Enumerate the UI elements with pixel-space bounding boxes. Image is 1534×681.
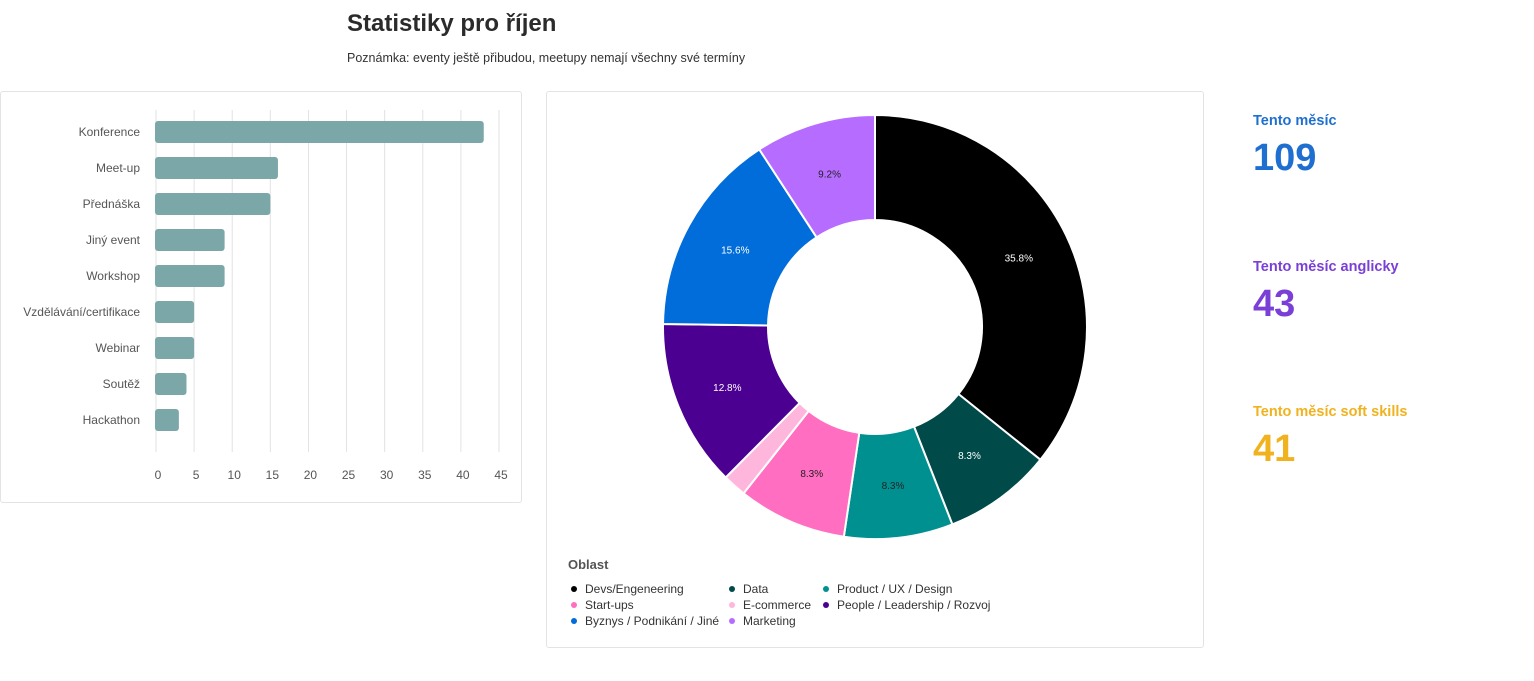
bar — [155, 337, 195, 359]
donut-chart-card: 35.8% 8.3% 8.3% 8.3% 12.8% 15.6% 9.2% Oblast D… — [546, 91, 1204, 648]
donut-slice — [874, 113, 1088, 462]
x-tick-label: 0 — [155, 468, 162, 482]
x-tick-label: 20 — [304, 468, 318, 482]
kpi-soft-skills: Tento měsíc soft skills 41 — [1253, 404, 1407, 471]
bar-chart-card: 0 5 10 15 20 25 30 35 40 45 Konference Meet-up Předn… — [0, 91, 522, 503]
bar — [155, 229, 225, 251]
donut-slice — [662, 322, 802, 479]
legend-item[interactable]: Byznys / Podnikání / Jiné — [571, 614, 719, 628]
legend-label: Byznys / Podnikání / Jiné — [585, 614, 720, 628]
x-tick-label: 30 — [380, 468, 394, 482]
legend-dot-icon — [729, 617, 735, 624]
legend-label: Product / UX / Design — [837, 582, 953, 596]
legend-label: Data — [743, 582, 769, 596]
legend-label: Marketing — [743, 614, 796, 628]
category-label: Webinar — [96, 341, 140, 355]
slice-percent-label: 8.3% — [882, 481, 905, 492]
legend-dot-icon — [571, 617, 577, 624]
slice-percent-label: 35.8% — [1005, 254, 1033, 265]
legend-label: E-commerce — [743, 598, 812, 612]
slice-percent-label: 8.3% — [800, 469, 823, 480]
category-label: Jiný event — [86, 233, 141, 247]
x-tick-label: 45 — [494, 468, 508, 482]
legend-item[interactable]: E-commerce — [729, 598, 811, 612]
x-tick-label: 10 — [228, 468, 242, 482]
bar — [155, 409, 179, 431]
page-title: Statistiky pro říjen — [347, 10, 557, 37]
x-tick-label: 40 — [456, 468, 470, 482]
slice-percent-label: 9.2% — [818, 170, 841, 181]
category-label: Workshop — [86, 269, 140, 283]
bar — [155, 301, 195, 323]
category-label: Vzdělávání/certifikace — [23, 305, 140, 319]
legend-dot-icon — [823, 601, 829, 608]
legend-title: Oblast — [568, 557, 609, 572]
kpi-english: Tento měsíc anglicky 43 — [1253, 259, 1399, 326]
kpi-soft-skills-label: Tento měsíc soft skills — [1253, 404, 1408, 420]
bar — [155, 373, 187, 395]
legend-item[interactable]: Devs/Engeneering — [571, 582, 684, 596]
bar — [155, 193, 271, 215]
event-type-bar-chart: 0 5 10 15 20 25 30 35 40 45 Konference Meet-up Předn… — [23, 110, 508, 482]
legend-dot-icon — [729, 601, 735, 608]
kpi-this-month-label: Tento měsíc — [1253, 113, 1337, 129]
category-label: Konference — [79, 125, 141, 139]
x-tick-label: 35 — [418, 468, 432, 482]
donut-slice — [757, 113, 876, 239]
category-label: Soutěž — [103, 377, 140, 391]
category-label: Meet-up — [96, 161, 140, 175]
legend-item[interactable]: Data — [729, 582, 768, 596]
legend-dot-icon — [729, 585, 735, 592]
legend-item[interactable]: Start-ups — [571, 598, 634, 612]
legend-label: People / Leadership / Rozvoj — [837, 598, 991, 612]
legend-item[interactable]: Marketing — [729, 614, 796, 628]
bar — [155, 157, 278, 179]
bar — [155, 265, 225, 287]
category-label: Hackathon — [83, 413, 140, 427]
legend-dot-icon — [571, 601, 577, 608]
bar — [155, 121, 484, 143]
kpi-english-value: 43 — [1253, 283, 1296, 325]
category-label: Přednáška — [83, 197, 141, 211]
legend-item[interactable]: Product / UX / Design — [823, 582, 952, 596]
slice-percent-label: 15.6% — [721, 246, 749, 257]
legend-label: Devs/Engeneering — [585, 582, 684, 596]
donut-slice — [662, 147, 818, 327]
x-tick-label: 15 — [266, 468, 280, 482]
kpi-english-label: Tento měsíc anglicky — [1253, 259, 1399, 275]
area-donut-chart: 35.8% 8.3% 8.3% 8.3% 12.8% 15.6% 9.2% — [662, 113, 1088, 540]
slice-percent-label: 12.8% — [713, 383, 741, 394]
kpi-this-month: Tento měsíc 109 — [1253, 113, 1337, 180]
legend-label: Start-ups — [585, 598, 634, 612]
legend-dot-icon — [823, 585, 829, 592]
x-tick-label: 25 — [342, 468, 356, 482]
kpi-this-month-value: 109 — [1253, 137, 1317, 179]
page-note: Poznámka: eventy ještě přibudou, meetupy… — [347, 51, 746, 65]
slice-percent-label: 8.3% — [958, 451, 981, 462]
legend-dot-icon — [571, 585, 577, 592]
x-tick-label: 5 — [193, 468, 200, 482]
legend-item[interactable]: People / Leadership / Rozvoj — [823, 598, 990, 612]
kpi-soft-skills-value: 41 — [1253, 428, 1296, 470]
